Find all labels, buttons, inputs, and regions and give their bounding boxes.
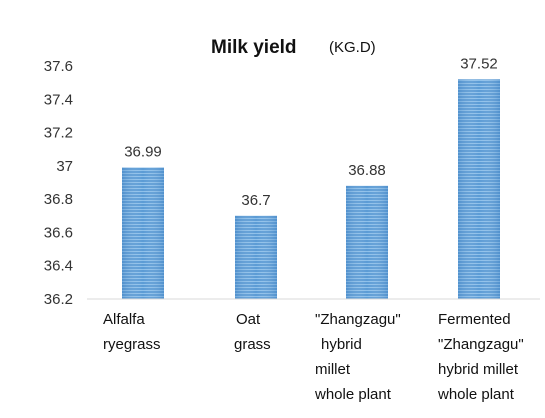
y-axis-ticks: 36.2 36.4 36.6 36.8 37 37.2 37.4 37.6 xyxy=(44,58,73,308)
y-tick-label: 37.4 xyxy=(44,91,73,108)
y-tick-label: 37.6 xyxy=(44,58,73,75)
data-labels: 36.99 36.7 36.88 37.52 xyxy=(124,55,498,208)
y-tick-label: 36.6 xyxy=(44,224,73,241)
bar-value-label: 37.52 xyxy=(460,55,498,72)
category-label-line: grass xyxy=(234,336,271,353)
bar-value-label: 36.99 xyxy=(124,144,162,161)
category-label: Oat grass xyxy=(234,311,271,353)
category-label: Alfalfa ryegrass xyxy=(103,311,161,353)
bar xyxy=(235,215,277,299)
chart-title-unit: (KG.D) xyxy=(329,39,376,56)
y-tick-label: 37 xyxy=(56,158,73,175)
category-label-line: "Zhangzagu" xyxy=(438,336,524,353)
bar xyxy=(458,79,500,299)
category-label-line: millet xyxy=(315,361,351,378)
category-labels: Alfalfa ryegrass Oat grass "Zhangzagu" hybrid… xyxy=(103,311,524,403)
bar-shade xyxy=(122,167,164,299)
bar-shade xyxy=(346,185,388,299)
bar xyxy=(122,167,164,299)
category-label-line: "Zhangzagu" xyxy=(315,311,401,328)
y-tick-label: 36.4 xyxy=(44,258,73,275)
category-label-line: whole plant xyxy=(314,386,392,403)
y-tick-label: 37.2 xyxy=(44,125,73,142)
category-label-line: Alfalfa xyxy=(103,311,145,328)
category-label-line: hybrid xyxy=(321,336,362,353)
bar xyxy=(346,185,388,299)
category-label-line: whole plant xyxy=(437,386,515,403)
bars xyxy=(122,79,500,299)
category-label: Fermented "Zhangzagu" hybrid millet whole p… xyxy=(437,311,524,403)
bar-value-label: 36.88 xyxy=(348,162,386,179)
category-label-line: hybrid millet xyxy=(438,361,519,378)
category-label: "Zhangzagu" hybrid millet whole plant xyxy=(314,311,401,403)
y-tick-label: 36.8 xyxy=(44,191,73,208)
bar-shade xyxy=(235,215,277,299)
category-label-line: Fermented xyxy=(438,311,511,328)
chart-title: Milk yield xyxy=(211,37,297,58)
y-tick-label: 36.2 xyxy=(44,291,73,308)
category-label-line: ryegrass xyxy=(103,336,161,353)
bar-shade xyxy=(458,79,500,299)
bar-value-label: 36.7 xyxy=(241,192,270,209)
category-label-line: Oat xyxy=(236,311,261,328)
